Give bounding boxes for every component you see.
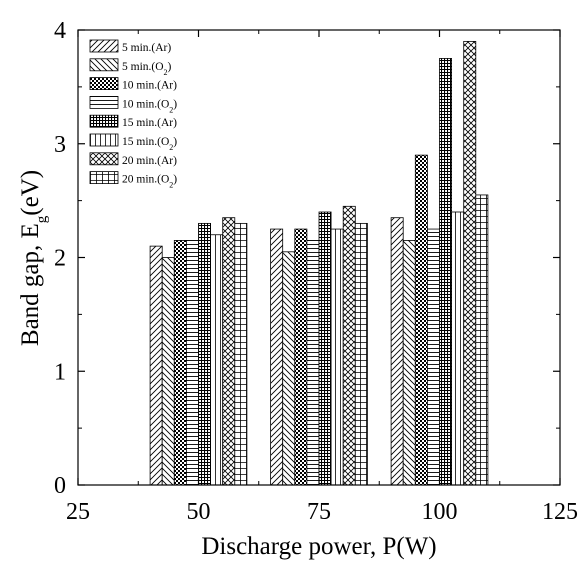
legend-swatch bbox=[89, 152, 119, 166]
bar-15-min-ar--100 bbox=[439, 58, 453, 486]
x-tick-label: 50 bbox=[187, 499, 211, 525]
bar-10-min-ar--50 bbox=[173, 240, 187, 486]
bar-10-min-o2--100 bbox=[426, 228, 440, 486]
bar-20-min-ar--100 bbox=[463, 40, 477, 486]
legend-swatch bbox=[89, 114, 119, 128]
bar-15-min-o2--75 bbox=[330, 228, 344, 486]
bar-20-min-o2--75 bbox=[354, 222, 368, 486]
x-axis-label: Discharge power, P(W) bbox=[201, 533, 436, 560]
legend-swatch bbox=[89, 58, 119, 72]
legend: 5 min.(Ar) 5 min.(O2) 10 min.(Ar) 10 min.(O… bbox=[89, 39, 177, 190]
x-tick-label: 25 bbox=[66, 499, 90, 525]
x-tick-label: 100 bbox=[422, 499, 458, 525]
bar-15-min-ar--75 bbox=[318, 211, 332, 486]
bar-20-min-ar--50 bbox=[222, 217, 236, 486]
bar-15-min-o2--50 bbox=[210, 234, 224, 486]
bar-5-min-ar--100 bbox=[390, 217, 404, 486]
legend-swatch bbox=[89, 77, 119, 90]
legend-swatch bbox=[89, 171, 119, 185]
legend-label: 20 min.(O2) bbox=[122, 174, 177, 190]
bar-20-min-o2--50 bbox=[234, 222, 248, 486]
y-tick-label: 3 bbox=[54, 132, 66, 158]
y-tick-label: 4 bbox=[54, 18, 66, 44]
legend-label: 5 min.(Ar) bbox=[122, 42, 171, 54]
bar-10-min-o2--50 bbox=[185, 240, 199, 486]
legend-label: 5 min.(O2) bbox=[122, 61, 172, 77]
x-tick-label: 75 bbox=[307, 499, 331, 525]
y-tick-label: 2 bbox=[54, 246, 66, 272]
legend-label: 15 min.(O2) bbox=[122, 136, 177, 152]
bar-10-min-ar--100 bbox=[414, 154, 428, 486]
x-tick-label: 125 bbox=[542, 499, 578, 525]
bar-5-min-ar--50 bbox=[149, 245, 163, 486]
bar-5-min-ar--75 bbox=[270, 228, 284, 486]
legend-label: 10 min.(Ar) bbox=[122, 80, 177, 92]
bar-5-min-o2--75 bbox=[282, 251, 296, 486]
legend-label: 15 min.(Ar) bbox=[122, 117, 177, 129]
bars-layer bbox=[149, 40, 489, 486]
legend-label: 20 min.(Ar) bbox=[122, 155, 177, 167]
y-axis-label: Band gap, Eg(eV) bbox=[17, 170, 50, 346]
legend-swatch bbox=[89, 96, 119, 109]
bar-5-min-o2--50 bbox=[161, 257, 175, 486]
bar-15-min-o2--100 bbox=[451, 211, 465, 486]
bar-10-min-ar--75 bbox=[294, 228, 308, 486]
bar-20-min-ar--75 bbox=[342, 205, 356, 486]
y-tick-label: 0 bbox=[54, 473, 66, 499]
bar-5-min-o2--100 bbox=[402, 240, 416, 486]
bar-15-min-ar--50 bbox=[198, 222, 212, 486]
bar-10-min-o2--75 bbox=[306, 240, 320, 486]
legend-swatch bbox=[89, 39, 119, 53]
legend-label: 10 min.(O2) bbox=[122, 98, 177, 114]
legend-swatch bbox=[89, 133, 119, 147]
bar-20-min-o2--100 bbox=[475, 194, 489, 486]
y-tick-label: 1 bbox=[54, 359, 66, 385]
axis-ticks: 25 50 75 100 125 0 1 2 3 4 bbox=[54, 18, 578, 525]
